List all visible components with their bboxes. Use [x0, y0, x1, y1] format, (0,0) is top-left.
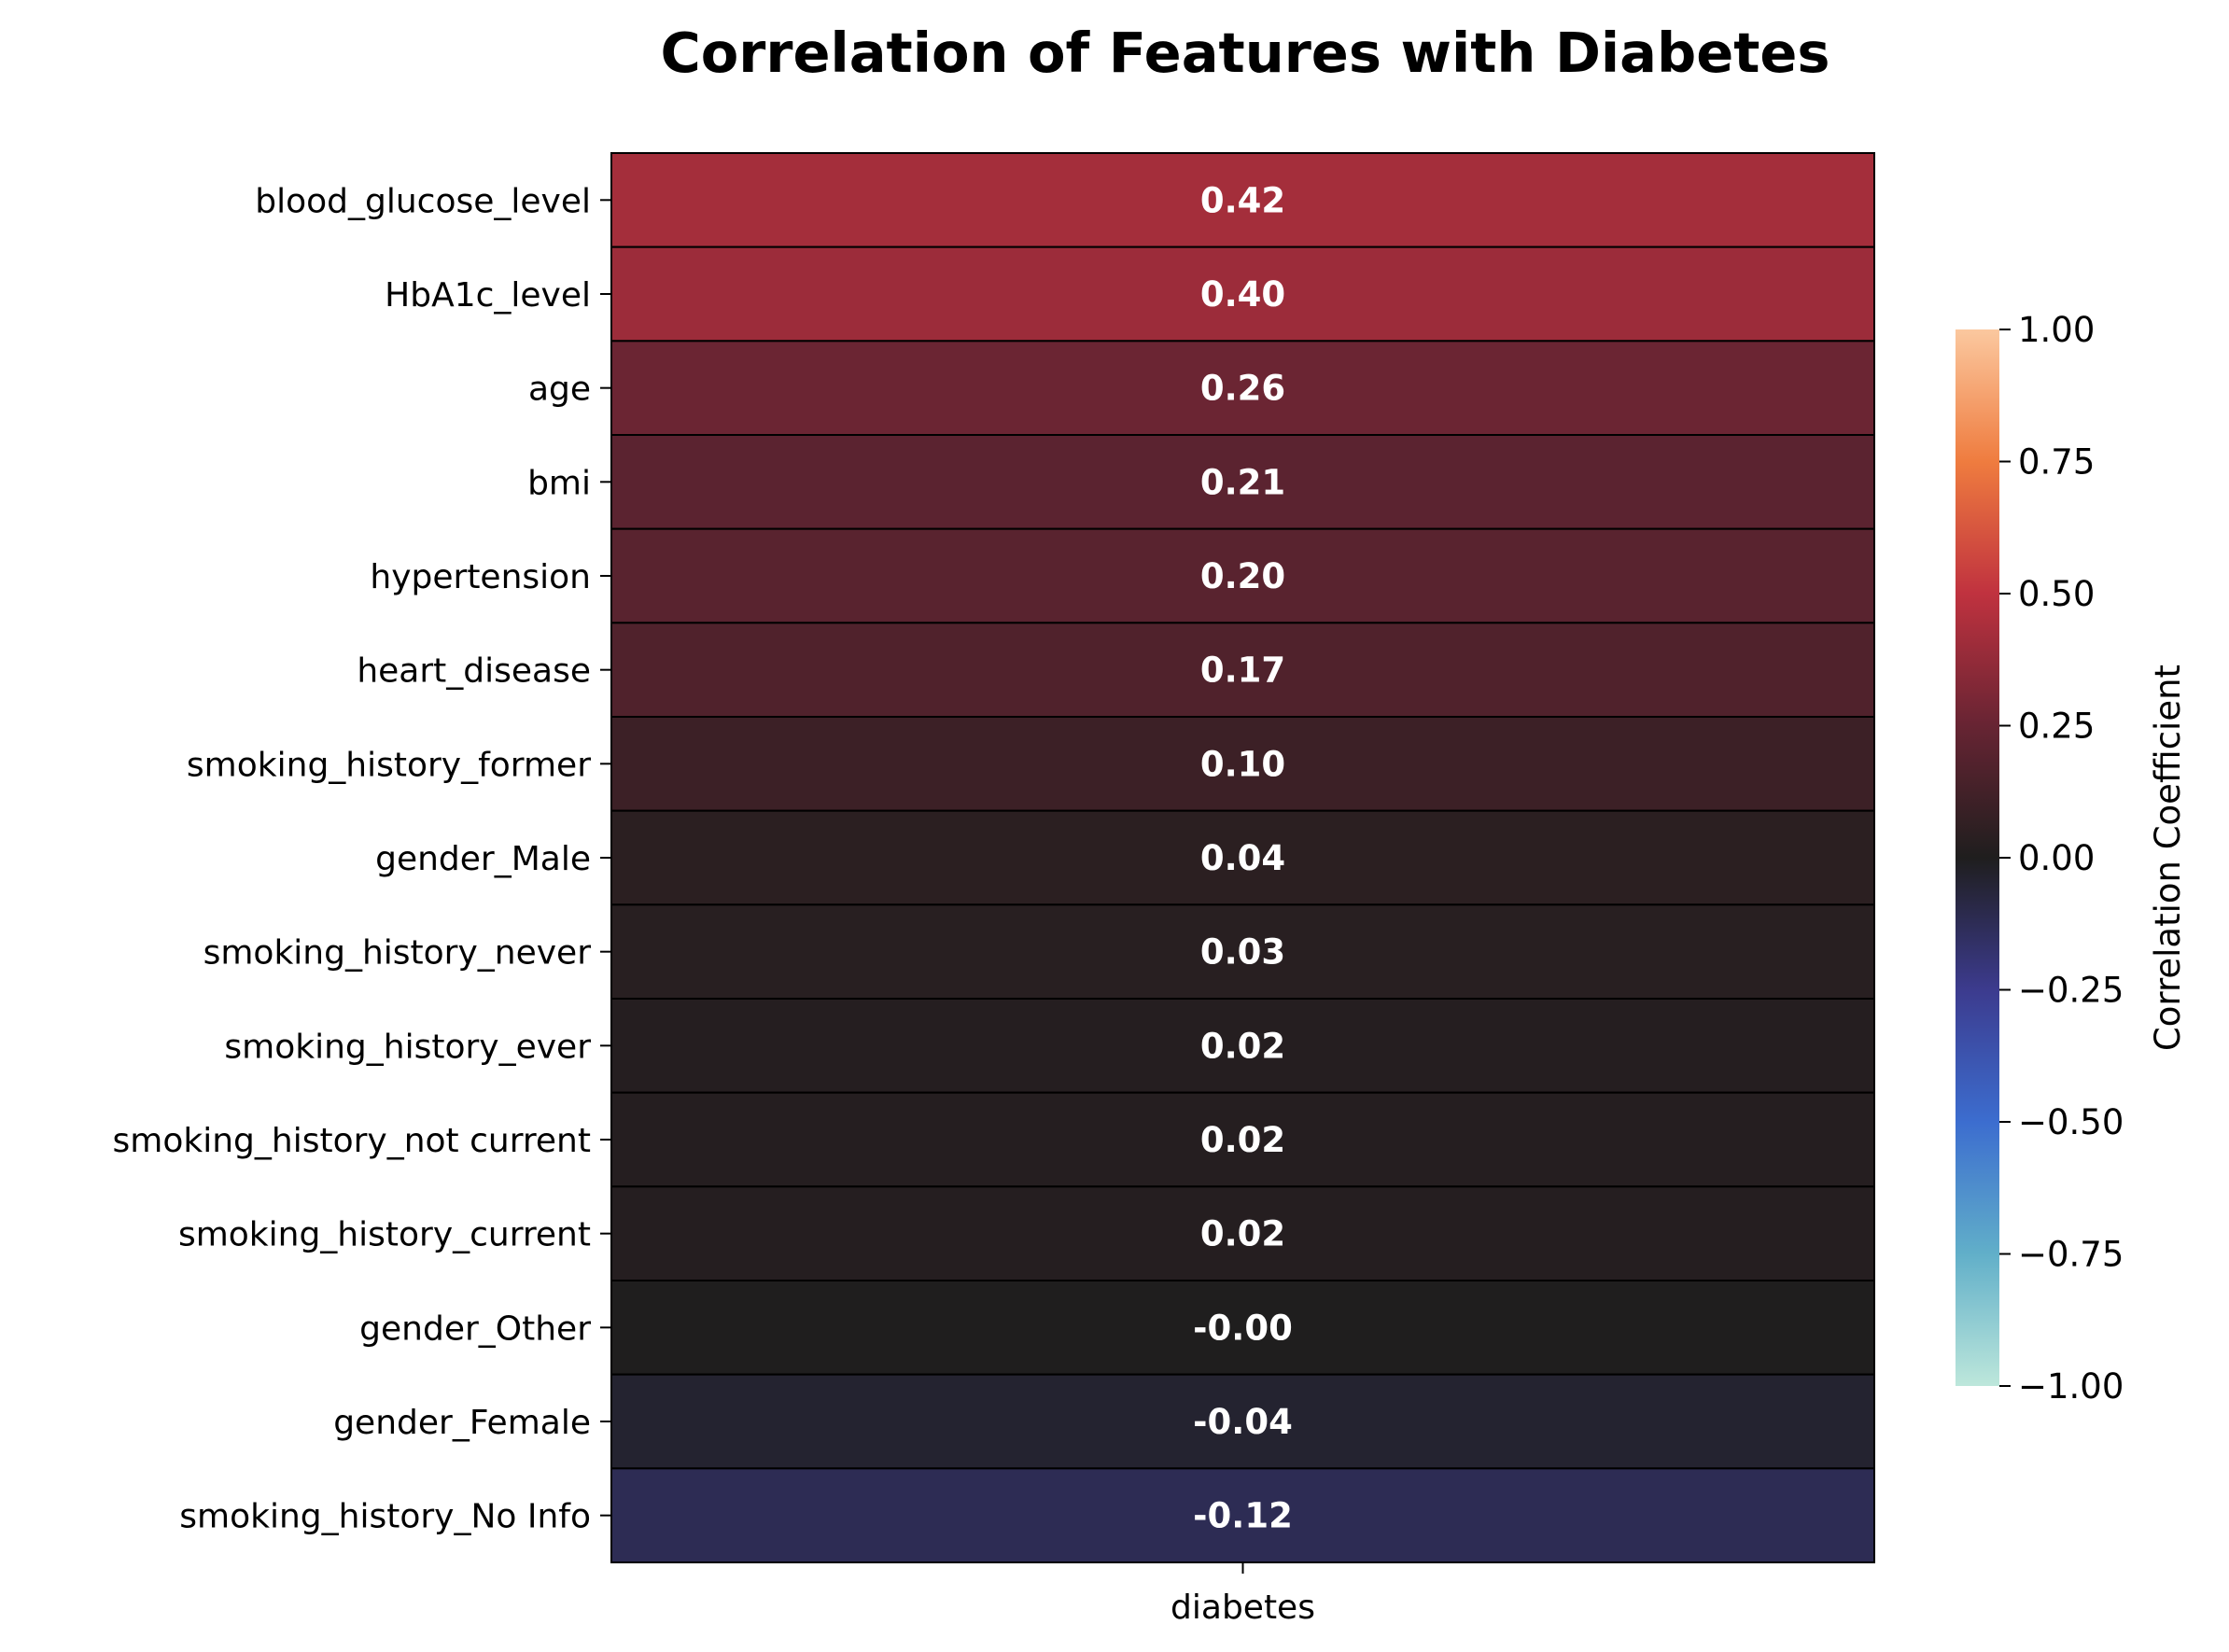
y-tick-label: gender_Male: [375, 840, 591, 878]
y-tick-label: smoking_history_No Info: [179, 1498, 591, 1536]
cell-value-label: 0.42: [1200, 180, 1285, 220]
colorbar-tick-label: −0.50: [2018, 1102, 2124, 1142]
cell-value-label: 0.04: [1200, 838, 1285, 878]
colorbar-tick-label: −1.00: [2018, 1366, 2124, 1407]
cell-value-label: 0.26: [1200, 369, 1285, 409]
colorbar-tick-label: 0.25: [2018, 707, 2095, 747]
cell-value-label: -0.00: [1193, 1308, 1293, 1348]
heatmap-cell: [610, 1467, 1875, 1564]
colorbar-tick-label: 0.00: [2018, 838, 2095, 878]
heatmap-cell: [610, 903, 1875, 1000]
y-tick-label: smoking_history_ever: [224, 1028, 591, 1066]
heatmap-plot-area: 0.42 blood_glucose_level 0.40 HbA1c_level 0.…: [113, 152, 1875, 1627]
heatmap-cell: [610, 434, 1875, 530]
y-tick-label: HbA1c_level: [385, 276, 591, 315]
y-tick-label: gender_Female: [333, 1404, 591, 1442]
heatmap-cell: [610, 809, 1875, 906]
y-tick-label: smoking_history_not current: [113, 1122, 591, 1160]
cell-value-label: 0.03: [1200, 932, 1285, 973]
cell-value-label: 0.21: [1200, 462, 1285, 502]
colorbar-tick-label: 0.50: [2018, 574, 2095, 614]
colorbar: 1.00 0.75 0.50 0.25 0.00 −0.25 −0.50 −0.75 −1.00…: [1956, 310, 2188, 1407]
cell-value-label: 0.17: [1200, 651, 1285, 691]
x-tick-label: diabetes: [1171, 1589, 1315, 1627]
cell-value-label: -0.04: [1193, 1402, 1293, 1442]
colorbar-tick-label: 1.00: [2018, 310, 2095, 350]
y-tick-label: smoking_history_never: [203, 934, 592, 973]
y-tick-label: hypertension: [370, 558, 591, 596]
cell-value-label: 0.40: [1200, 274, 1285, 315]
y-tick-label: age: [528, 371, 591, 409]
y-tick-label: gender_Other: [359, 1309, 591, 1348]
cell-value-label: 0.10: [1200, 744, 1285, 784]
cell-value-label: 0.02: [1200, 1214, 1285, 1254]
colorbar-tick-label: −0.75: [2018, 1235, 2124, 1275]
colorbar-tick-label: −0.25: [2018, 971, 2124, 1011]
y-tick-label: smoking_history_current: [178, 1216, 591, 1254]
colorbar-label: Correlation Coefficient: [2148, 665, 2188, 1051]
colorbar-tick-label: 0.75: [2018, 442, 2095, 483]
heatmap-cell: [610, 152, 1875, 248]
cell-value-label: 0.20: [1200, 556, 1285, 596]
heatmap-cell: [610, 998, 1875, 1094]
colorbar-gradient-bar: [1956, 329, 1999, 1386]
heatmap-cell: [610, 527, 1875, 624]
y-tick-label: bmi: [527, 464, 591, 502]
cell-value-label: -0.12: [1193, 1496, 1293, 1536]
cell-value-label: 0.02: [1200, 1026, 1285, 1066]
heatmap-cell: [610, 1185, 1875, 1282]
heatmap-cell: [610, 716, 1875, 812]
heatmap-cell: [610, 1373, 1875, 1470]
y-tick-label: blood_glucose_level: [255, 182, 591, 220]
chart-title: Correlation of Features with Diabetes: [660, 21, 1829, 85]
heatmap-cell: [610, 622, 1875, 718]
cell-value-label: 0.02: [1200, 1120, 1285, 1160]
y-tick-label: smoking_history_former: [187, 746, 591, 784]
y-tick-label: heart_disease: [357, 652, 591, 691]
